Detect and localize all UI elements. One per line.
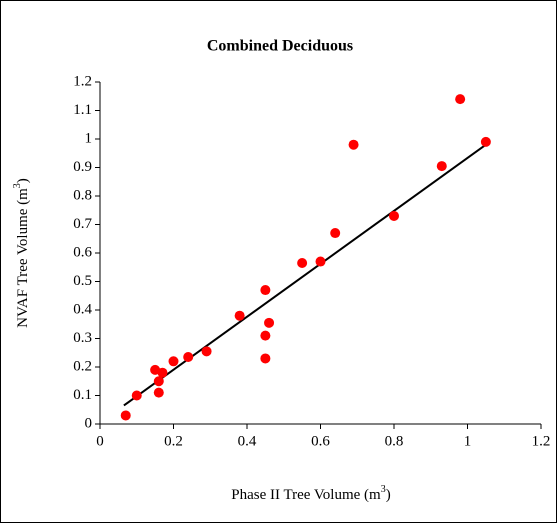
- point: [264, 317, 275, 328]
- x-tick-label: 0.6: [311, 433, 330, 449]
- x-tick-label: 0.4: [238, 433, 257, 449]
- point: [168, 356, 179, 367]
- point: [153, 387, 164, 398]
- y-tick-label: 0.7: [73, 216, 92, 232]
- point: [260, 353, 271, 364]
- y-tick-label: 0: [85, 415, 93, 431]
- x-tick-label: 0: [96, 433, 104, 449]
- point: [389, 210, 399, 221]
- y-label-end: ): [15, 178, 31, 183]
- point: [260, 285, 271, 296]
- point: [120, 410, 131, 421]
- y-tick-label: 0.9: [73, 159, 92, 175]
- x-tick-label: 1: [464, 433, 472, 449]
- y-tick-label: 0.1: [73, 387, 92, 403]
- point: [348, 139, 359, 150]
- x-label-text: Phase II Tree Volume (m: [231, 487, 381, 503]
- y-axis-label: NVAF Tree Volume (m3): [12, 178, 31, 328]
- y-tick-label: 1.1: [73, 102, 92, 118]
- point: [455, 94, 466, 105]
- point: [480, 136, 491, 147]
- point: [330, 228, 341, 239]
- x-tick-label: 1.2: [532, 433, 551, 449]
- point: [297, 257, 308, 268]
- point: [201, 346, 212, 357]
- point: [260, 330, 271, 341]
- y-tick-label: 0.2: [73, 358, 92, 374]
- y-tick-label: 0.6: [73, 244, 92, 260]
- point: [131, 390, 142, 401]
- trendline: [123, 143, 487, 407]
- x-label-sup: 3: [381, 484, 386, 495]
- y-label-sup: 3: [12, 183, 23, 188]
- point: [153, 376, 164, 387]
- y-tick-label: 0.8: [73, 187, 92, 203]
- point: [157, 367, 168, 378]
- x-axis-label: Phase II Tree Volume (m3): [231, 484, 390, 503]
- y-tick-label: 1.2: [73, 73, 92, 89]
- y-tick-label: 1: [85, 130, 93, 146]
- y-tick-label: 0.3: [73, 330, 92, 346]
- x-tick-label: 0.2: [164, 433, 183, 449]
- y-tick-label: 0.5: [73, 273, 92, 289]
- point: [183, 352, 194, 363]
- point: [436, 161, 447, 172]
- y-label-text: NVAF Tree Volume (m: [15, 188, 31, 328]
- chart-title: Combined Deciduous: [207, 38, 353, 55]
- point: [234, 310, 245, 321]
- x-label-end: ): [386, 487, 391, 503]
- x-tick-label: 0.8: [385, 433, 404, 449]
- y-tick-label: 0.4: [73, 301, 92, 317]
- point: [315, 256, 326, 267]
